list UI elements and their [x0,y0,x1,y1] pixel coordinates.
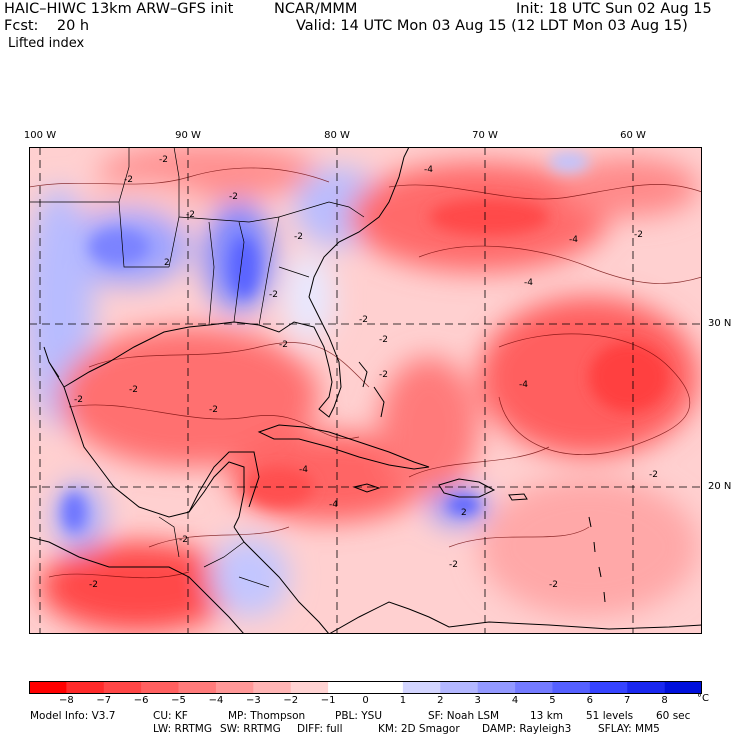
contour-label: -2 [279,340,288,350]
colorbar-tick-label: 2 [437,695,444,706]
lon-label-70w: 70 W [472,130,498,141]
colorbar-swatch [328,681,366,694]
contour-label: -2 [229,192,238,202]
model-info-levels: 51 levels [586,710,634,722]
colorbar-tick-label: 5 [549,695,556,706]
lifted-index-map: -2 -2 -2 2 -2 -2 -2 -2 -4 -4 -4 -2 -2 -2… [29,147,702,634]
colorbar-swatch [178,681,217,694]
colorbar-tick-label: −4 [208,695,224,706]
valid-time: Valid: 14 UTC Mon 03 Aug 15 (12 LDT Mon … [296,18,688,34]
colorbar-swatch [477,681,516,694]
colorbar-unit: °C [697,693,709,704]
model-info-cu: CU: KF [153,710,188,722]
contour-label: -2 [549,580,558,590]
colorbar-swatch [215,681,254,694]
colorbar-tick-label: −8 [59,695,74,706]
contour-label: -2 [634,230,643,240]
colorbar-tick-label: 4 [511,695,519,706]
lat-label-30n: 30 N [708,318,732,329]
contour-label: -4 [329,500,338,510]
init-time: Init: 18 UTC Sun 02 Aug 15 [516,1,712,17]
colorbar-tick-label: 3 [474,695,481,706]
map-frame [29,147,702,634]
contour-label: -2 [379,370,388,380]
colorbar-swatch [515,681,553,694]
contour-label: -4 [524,278,533,288]
colorbar [29,681,702,694]
political-borders [29,147,365,588]
lon-label-80w: 80 W [324,130,350,141]
contour-label: -2 [89,580,98,590]
colorbar-swatch [552,681,591,694]
field-shading [29,147,699,632]
model-info-version: Model Info: V3.7 [30,710,116,722]
model-info-sflay: SFLAY: MM5 [598,723,660,735]
colorbar-tick-label: 6 [586,695,594,706]
colorbar-swatch [589,681,628,694]
colorbar-swatch [440,681,478,694]
colorbar-tick-label: 7 [624,695,631,706]
model-info-pbl: PBL: YSU [335,710,383,722]
model-info-mp: MP: Thompson [228,710,306,722]
colorbar-swatch [627,681,665,694]
model-info-lw: LW: RRTMG [153,723,212,735]
model-info-sw: SW: RRTMG [220,723,281,735]
colorbar-swatch [141,681,179,694]
lon-label-90w: 90 W [175,130,201,141]
model-info-sf: SF: Noah LSM [428,710,500,722]
contour-label: -2 [449,560,458,570]
colorbar-tick-label: −7 [96,695,112,706]
model-info-timestep: 60 sec [656,710,691,722]
graticule [29,147,702,634]
contour-label: -2 [129,385,138,395]
colorbar-tick-label: −3 [245,695,261,706]
model-info-damp: DAMP: Rayleigh3 [482,723,572,735]
contour-label: -4 [519,380,528,390]
forecast-hour: Fcst: 20 h [4,18,90,34]
model-info-km: KM: 2D Smagor [378,723,460,735]
lat-label-20n: 20 N [708,481,732,492]
contour-label: -2 [186,210,195,220]
contour-label: -2 [179,535,188,545]
contour-label: 2 [461,508,467,518]
colorbar-swatch [103,681,142,694]
colorbar-tick-label: −1 [320,695,336,706]
colorbar-swatch [664,681,702,694]
colorbar-swatch [290,681,329,694]
contour-label: -4 [299,465,308,475]
contour-label: -2 [74,395,83,405]
model-info-diff: DIFF: full [297,723,343,735]
model-title: HAIC–HIWC 13km ARW–GFS init [4,1,234,17]
lon-label-100w: 100 W [23,130,57,141]
lon-label-60w: 60 W [620,130,646,141]
colorbar-tick-label: 0 [362,695,369,706]
contour-lines [29,167,702,579]
institution: NCAR/MMM [274,1,358,17]
contour-label: -2 [159,155,168,165]
contour-label: -2 [359,315,368,325]
colorbar-tick-label: −5 [171,695,186,706]
contour-label: -2 [209,405,218,415]
colorbar-tick-label: 8 [661,695,668,706]
model-info-resolution: 13 km [530,710,564,722]
contour-label: -4 [569,235,578,245]
contour-label: 2 [164,258,170,268]
contour-label: -2 [124,175,133,185]
colorbar-tick-label: 1 [399,695,407,706]
colorbar-frame [29,681,702,694]
colorbar-tick-label: −6 [133,695,149,706]
colorbar-swatch [365,681,404,694]
contour-label: -2 [269,290,278,300]
colorbar-swatch [253,681,292,694]
contour-label: -2 [294,232,303,242]
contour-label: -4 [424,165,433,175]
colorbar-tick-label: −2 [283,695,299,706]
contour-label: -2 [649,470,658,480]
colorbar-swatch [66,681,105,694]
colorbar-swatch [402,681,441,694]
field-name: Lifted index [8,36,85,51]
contour-label: -2 [379,335,388,345]
colorbar-swatch [29,681,67,694]
